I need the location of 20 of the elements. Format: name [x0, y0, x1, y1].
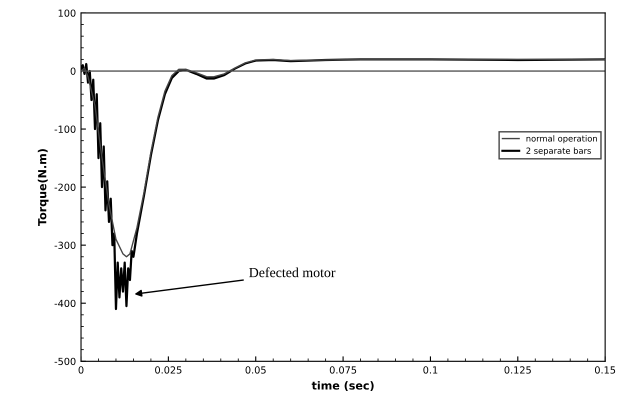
line-series — [81, 58, 606, 258]
x-tick-label: 0.15 — [594, 366, 616, 374]
annotation: Defected motor — [249, 267, 336, 278]
legend-label: 2 separate bars — [526, 147, 591, 156]
x-tick-label: 0.125 — [504, 366, 531, 374]
y-tick-label: -500 — [54, 358, 76, 366]
y-tick-label: -400 — [54, 300, 76, 308]
y-tick-label: -100 — [54, 126, 76, 133]
x-tick-label: 0.025 — [155, 366, 182, 374]
x-tick-label: 0.1 — [423, 366, 438, 374]
y-axis-title: Torque(N.m) — [38, 149, 49, 226]
x-tick-label: 0.075 — [330, 366, 356, 374]
y-tick-label: -300 — [54, 242, 76, 249]
x-axis-title: time (sec) — [312, 381, 374, 391]
y-tick-label: 100 — [58, 9, 76, 17]
x-tick-label: 0 — [78, 366, 84, 374]
y-tick-label: 0 — [70, 67, 76, 75]
y-tick-label: -200 — [54, 184, 76, 191]
legend-label: normal operation — [526, 135, 597, 144]
x-tick-label: 0.05 — [246, 366, 266, 374]
